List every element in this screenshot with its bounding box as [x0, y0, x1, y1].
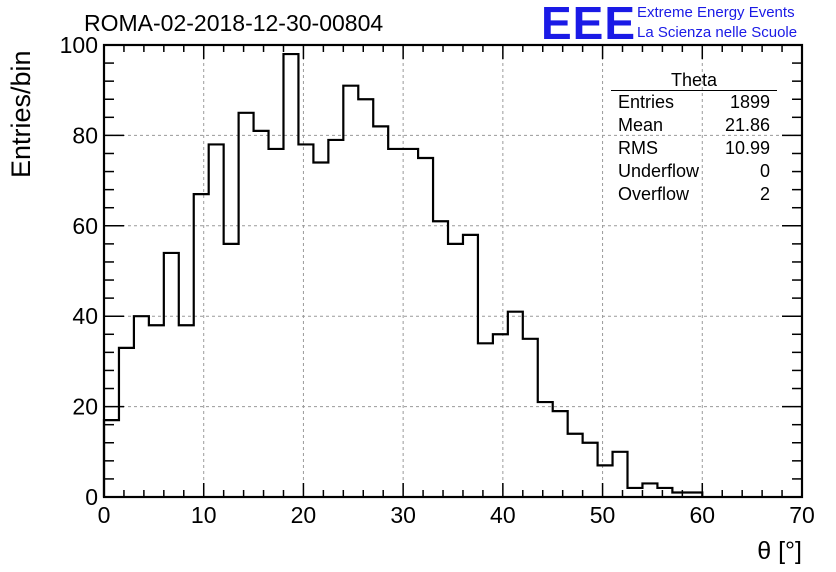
histogram-series	[102, 52, 704, 497]
y-tick-label: 0	[85, 484, 98, 510]
logo-text-line-2: La Scienza nelle Scuole	[637, 24, 798, 41]
x-tick-label: 50	[590, 502, 616, 528]
stats-title: Theta	[611, 70, 777, 91]
y-tick-label: 100	[60, 32, 98, 58]
x-tick-label: 60	[689, 502, 715, 528]
grid-lines	[104, 45, 802, 497]
stats-box: Theta Entries 1899 Mean 21.86 RMS 10.99 …	[611, 70, 777, 210]
stats-row-rms: RMS 10.99	[611, 137, 777, 160]
x-tick-label: 70	[789, 502, 815, 528]
stats-row-underflow: Underflow 0	[611, 160, 777, 183]
x-tick-label: 30	[390, 502, 416, 528]
run-title: ROMA-02-2018-12-30-00804	[84, 10, 384, 36]
stats-label: Overflow	[618, 184, 690, 204]
x-tick-label: 20	[291, 502, 317, 528]
stats-value: 10.99	[724, 138, 770, 158]
y-tick-label: 80	[72, 122, 98, 148]
stats-label: Entries	[618, 92, 675, 112]
y-tick-label: 60	[72, 213, 98, 239]
stats-label: Mean	[618, 115, 664, 135]
y-tick-label: 20	[72, 394, 98, 420]
x-axis-label: θ [°]	[757, 537, 802, 565]
stats-row-mean: Mean 21.86	[611, 114, 777, 137]
x-tick-labels: 0 10 20 30 40 50 60 70	[98, 502, 815, 528]
x-tick-label: 10	[191, 502, 217, 528]
eee-logo-mark: EEE	[541, 0, 637, 49]
y-tick-labels: 0 20 40 60 80 100	[60, 32, 98, 510]
x-tick-label: 40	[490, 502, 516, 528]
stats-label: Underflow	[618, 161, 700, 181]
stats-value: 1899	[729, 92, 770, 112]
stats-value: 21.86	[724, 115, 770, 135]
tick-marks	[103, 44, 803, 498]
y-axis-label: Entries/bin	[6, 50, 36, 178]
stats-value: 0	[759, 161, 770, 181]
stats-row-entries: Entries 1899	[611, 91, 777, 114]
stats-row-overflow: Overflow 2	[611, 183, 777, 206]
stats-value: 2	[759, 184, 770, 204]
plot-frame	[102, 43, 804, 499]
eee-logo: EEE Extreme Energy Events La Scienza nel…	[541, 0, 831, 49]
y-tick-label: 40	[72, 303, 98, 329]
logo-text-line-1: Extreme Energy Events	[637, 4, 795, 21]
stats-label: RMS	[618, 138, 658, 158]
x-tick-label: 0	[98, 502, 111, 528]
